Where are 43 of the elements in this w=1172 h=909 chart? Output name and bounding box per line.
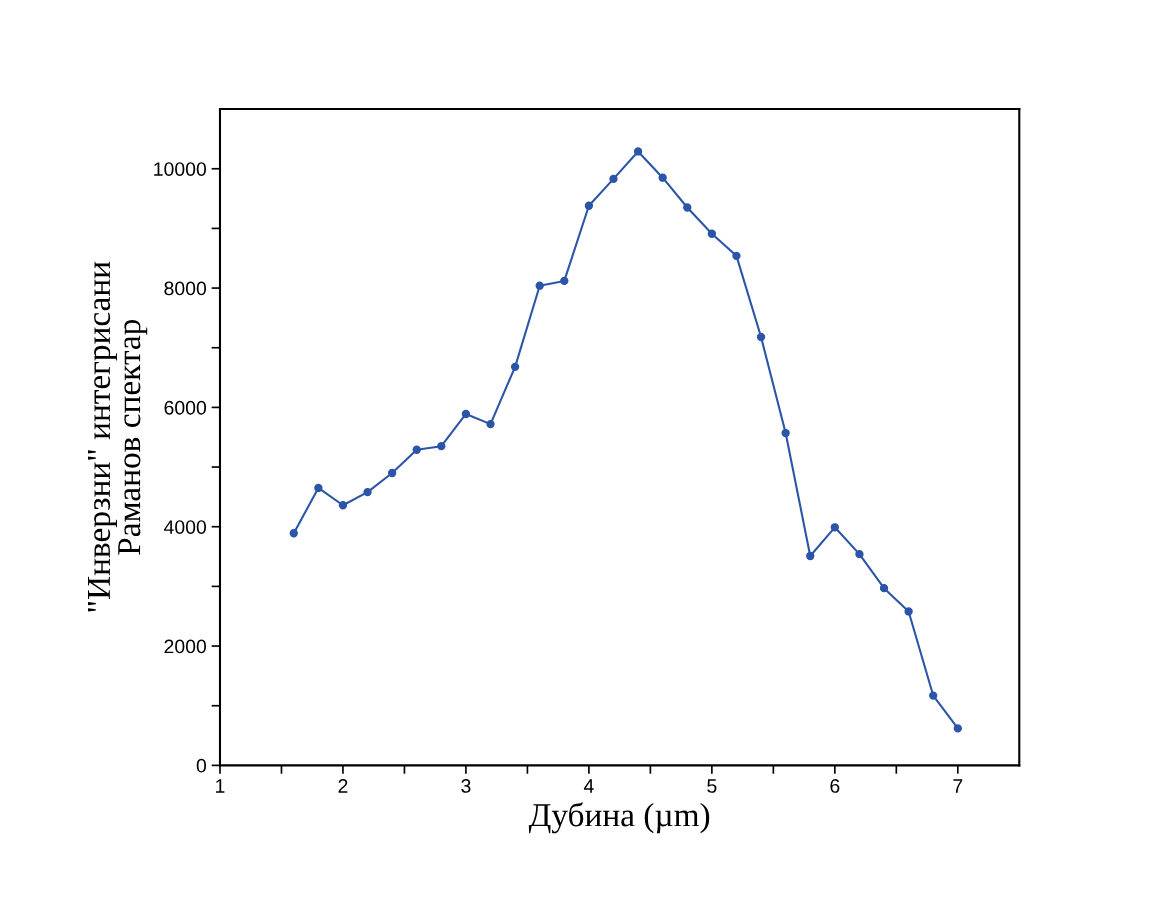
point	[535, 281, 544, 290]
point	[879, 584, 889, 593]
point	[904, 607, 913, 616]
y-tick-label: 4000	[163, 520, 207, 534]
point	[461, 409, 471, 419]
y-tick-label: 6000	[164, 400, 207, 415]
x-tick-label: 2	[338, 779, 348, 793]
x-tick-label: 5	[707, 779, 717, 793]
x-axis-title: Дубина (µm)	[528, 802, 710, 834]
point	[781, 428, 790, 438]
point	[683, 203, 692, 212]
y-tick-label: 0	[196, 758, 207, 773]
point	[855, 550, 864, 559]
point	[584, 201, 594, 210]
point	[707, 229, 717, 238]
point	[387, 468, 397, 478]
y-tick-label: 2000	[164, 639, 207, 654]
point	[314, 483, 323, 493]
point	[338, 501, 348, 510]
point	[560, 276, 569, 286]
point	[658, 173, 667, 182]
point	[732, 251, 741, 261]
y-tick-label: 8000	[164, 281, 207, 296]
x-tick-label: 6	[830, 779, 840, 793]
point	[756, 332, 766, 342]
x-tick-label: 1	[216, 779, 225, 793]
point	[437, 442, 446, 451]
point	[363, 487, 372, 497]
point	[486, 419, 495, 429]
point	[510, 362, 520, 371]
x-tick-label: 7	[953, 779, 963, 793]
point	[609, 174, 618, 184]
y-tick-label: 10000	[154, 162, 207, 176]
point	[412, 445, 421, 454]
point	[929, 691, 938, 700]
x-tick-label: 3	[461, 779, 471, 793]
point	[830, 523, 840, 532]
x-tick-label: 4	[583, 779, 594, 793]
point	[289, 529, 298, 538]
point	[953, 724, 962, 733]
point	[806, 551, 815, 561]
y-axis-title: "Инверзни" интегрисани Раманов спектар	[88, 261, 148, 612]
point	[633, 147, 643, 156]
